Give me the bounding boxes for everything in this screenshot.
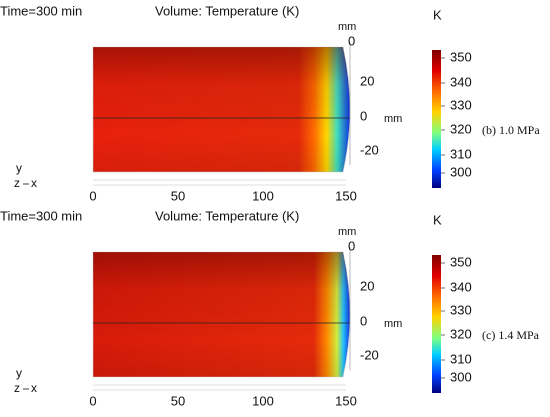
time-label: Time=300 min (0, 3, 82, 18)
colorbar (432, 50, 441, 188)
x-tick-label: 50 (171, 188, 185, 203)
base-axis (93, 179, 346, 186)
colorbar-tick-label: 300 (450, 369, 472, 384)
x-tick-label: 150 (335, 393, 357, 408)
cylinder-shade (93, 252, 350, 377)
side-tick-label: -20 (360, 347, 379, 362)
colorbar-tick-label: 330 (450, 97, 472, 112)
triad-y: y (16, 161, 22, 175)
x-tick-label: 0 (89, 188, 96, 203)
side-tick-label: 0 (348, 238, 355, 253)
colorbar (432, 255, 441, 393)
triad-z: z (14, 381, 20, 395)
colorbar-tick-label: 350 (450, 254, 472, 269)
colorbar-tick-label: 320 (450, 326, 472, 341)
x-tick-label: 0 (89, 393, 96, 408)
triad-z: z (14, 176, 20, 190)
triad-x: x (31, 176, 37, 190)
axis-unit: mm (338, 21, 356, 33)
x-tick-label: 50 (171, 393, 185, 408)
colorbar-tick-label: 320 (450, 121, 472, 136)
quantity-label: Volume: Temperature (K) (155, 3, 299, 18)
quantity-label: Volume: Temperature (K) (155, 208, 299, 223)
time-label: Time=300 min (0, 208, 82, 223)
x-tick-label: 100 (252, 188, 274, 203)
x-tick-label: 150 (335, 188, 357, 203)
side-tick-label: 20 (360, 278, 374, 293)
panel: Time=300 min Volume: Temperature (K) Kmm02… (0, 3, 540, 203)
side-tick-label: 0 (360, 108, 367, 123)
colorbar-tick-label: 340 (450, 74, 472, 89)
side-tick-label: -20 (360, 142, 379, 157)
cylinder-shade (93, 47, 350, 172)
panel: Time=300 min Volume: Temperature (K) Kmm02… (0, 208, 540, 408)
triad-x: x (31, 381, 37, 395)
colorbar-tick-label: 310 (450, 146, 472, 161)
side-tick-label: 20 (360, 73, 374, 88)
x-tick-label: 100 (252, 393, 274, 408)
axis-unit: mm (384, 113, 402, 125)
triad-y: y (16, 366, 22, 380)
caption: (c) 1.4 MPa (482, 328, 540, 342)
colorbar-tick-label: 350 (450, 49, 472, 64)
colorbar-unit: K (433, 7, 442, 22)
base-axis (93, 384, 346, 391)
axis-unit: mm (338, 226, 356, 238)
colorbar-tick-label: 330 (450, 302, 472, 317)
side-tick-label: 0 (348, 33, 355, 48)
colorbar-tick-label: 340 (450, 279, 472, 294)
caption: (b) 1.0 MPa (482, 123, 540, 137)
side-tick-label: 0 (360, 313, 367, 328)
axis-unit: mm (384, 318, 402, 330)
colorbar-unit: K (433, 212, 442, 227)
colorbar-tick-label: 300 (450, 164, 472, 179)
colorbar-tick-label: 310 (450, 351, 472, 366)
